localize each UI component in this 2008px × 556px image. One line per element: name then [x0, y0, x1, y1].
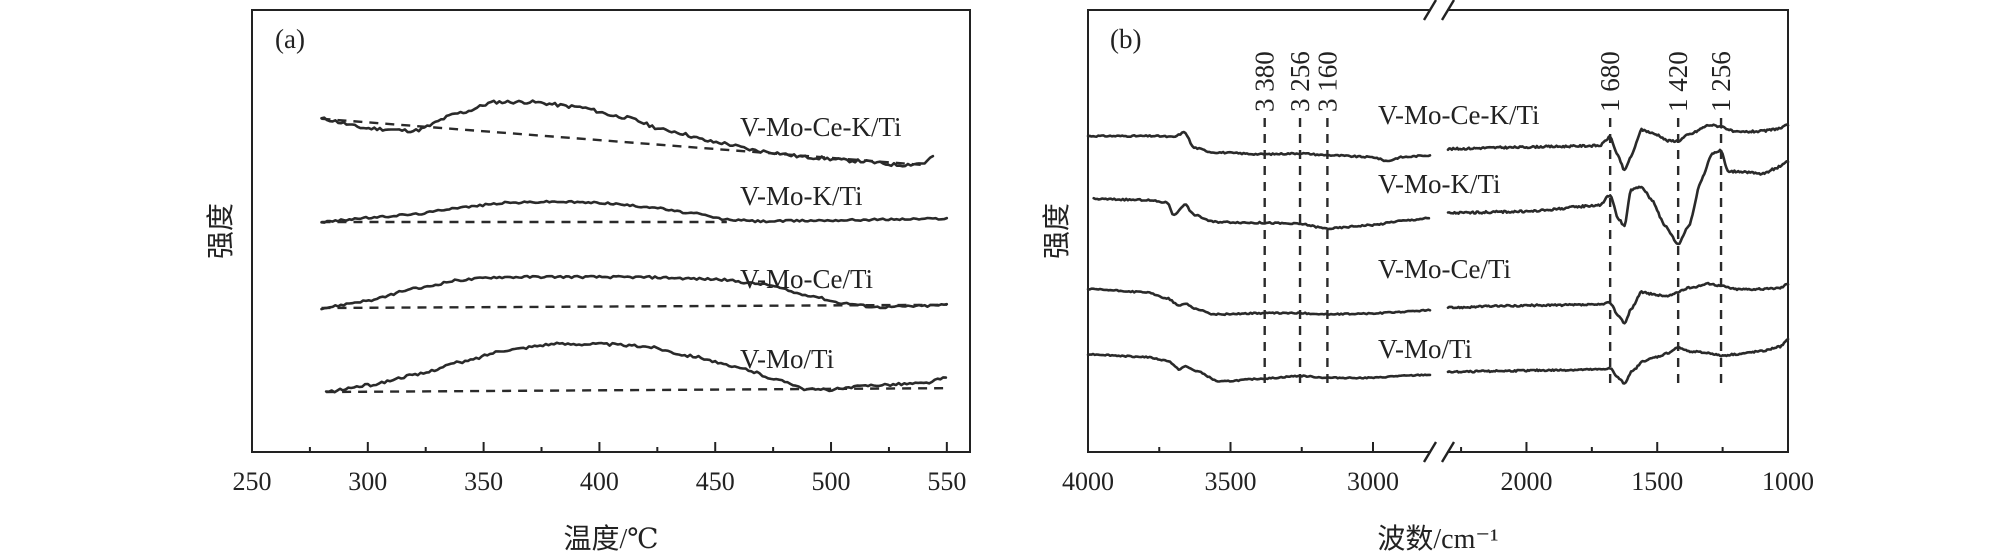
panel-a-tag: (a) — [275, 24, 305, 54]
panel-a-temperature-profiles: (a) 250 300 350 400 450 500 550 V-Mo-Ce-K/TiV-… — [205, 9, 971, 555]
panel-b-break-slash — [1422, 441, 1438, 463]
panel-b-peak-label: 1 680 — [1595, 51, 1625, 112]
panel-b-peak-label: 1 256 — [1706, 51, 1736, 112]
panel-a-curves — [320, 99, 949, 394]
panel-b-break-gap — [1431, 448, 1447, 456]
panel-a-series-line — [324, 341, 948, 394]
panel-b-tag: (b) — [1110, 24, 1141, 54]
panel-a-series-label: V-Mo/Ti — [740, 344, 834, 374]
panel-b-x-tick-label: 3500 — [1205, 467, 1257, 496]
panel-b-series-line-left — [1086, 287, 1432, 317]
panel-b-series-label: V-Mo-Ce/Ti — [1378, 254, 1511, 284]
panel-a-x-tick-label: 300 — [348, 467, 387, 496]
panel-b-break-slash — [1440, 441, 1456, 463]
panel-a-series-baseline — [321, 303, 947, 310]
panel-a-series-label: V-Mo-Ce-K/Ti — [740, 112, 902, 142]
panel-b-curves — [1086, 123, 1790, 385]
panel-a-x-tick-label: 250 — [233, 467, 272, 496]
panel-b-break-slash — [1422, 0, 1438, 21]
panel-a-series-labels: V-Mo-Ce-K/Ti V-Mo-K/Ti V-Mo-Ce/Ti V-Mo/Ti — [740, 112, 902, 374]
panel-b-series-line-right — [1446, 337, 1790, 385]
panel-b-x-ticks: 4000 3500 3000 2000 1500 1000 — [1062, 442, 1814, 496]
panel-b-peak-label: 3 160 — [1312, 51, 1342, 112]
panel-a-series-line — [320, 199, 949, 224]
panel-b-x-tick-label: 1500 — [1631, 467, 1683, 496]
panel-b-x-axis-title: 波数/cm⁻¹ — [1377, 523, 1498, 555]
panel-b-y-axis-title: 强度 — [1041, 203, 1073, 259]
panel-b-series-labels: V-Mo-Ce-K/Ti V-Mo-K/Ti V-Mo-Ce/Ti V-Mo/Ti — [1378, 100, 1540, 364]
panel-a-y-axis-title: 强度 — [205, 203, 237, 259]
panel-b-peak-label: 1 420 — [1663, 51, 1693, 112]
panel-b-series-line-left — [1086, 352, 1432, 383]
panel-b-series-label: V-Mo-K/Ti — [1378, 169, 1501, 199]
panel-b-series-label: V-Mo-Ce-K/Ti — [1378, 100, 1540, 130]
panel-b-x-tick-label: 1000 — [1762, 467, 1814, 496]
panel-b-series-line-right — [1446, 123, 1790, 172]
panel-a-series-baseline — [326, 386, 947, 394]
panel-a-x-tick-label: 450 — [696, 467, 735, 496]
panel-b-axis-break — [1422, 0, 1456, 463]
panel-a-series-label: V-Mo-K/Ti — [740, 181, 863, 211]
panel-b-peak-label: 3 380 — [1250, 51, 1280, 112]
panel-a-x-tick-label: 500 — [812, 467, 851, 496]
panel-b-x-tick-label: 3000 — [1347, 467, 1399, 496]
panel-b-peak-label: 3 256 — [1285, 51, 1315, 112]
panel-b-break-slash — [1440, 0, 1456, 21]
panel-a-x-ticks: 250 300 350 400 450 500 550 — [233, 442, 966, 496]
panel-b-series-line-left — [1092, 196, 1431, 231]
panel-a-x-axis-title: 温度/℃ — [563, 523, 658, 555]
panel-a-series-label: V-Mo-Ce/Ti — [740, 264, 873, 294]
panel-b-series-line-left — [1086, 130, 1432, 163]
panel-a-plot-frame — [251, 9, 971, 453]
panel-b-series-line-right — [1446, 148, 1790, 246]
panel-a-series-line — [320, 274, 949, 311]
panel-a-x-tick-label: 400 — [580, 467, 619, 496]
panel-b-break-gap — [1431, 6, 1447, 14]
panel-b-x-tick-label: 4000 — [1062, 467, 1114, 496]
panel-b-series-line-right — [1446, 281, 1790, 325]
panel-a-x-tick-label: 350 — [464, 467, 503, 496]
panel-a-baselines — [321, 117, 947, 394]
panel-a-x-tick-label: 550 — [927, 467, 966, 496]
panel-a-series-line — [320, 99, 935, 168]
panel-b-series-label: V-Mo/Ti — [1378, 334, 1472, 364]
panel-b-x-tick-label: 2000 — [1500, 467, 1552, 496]
